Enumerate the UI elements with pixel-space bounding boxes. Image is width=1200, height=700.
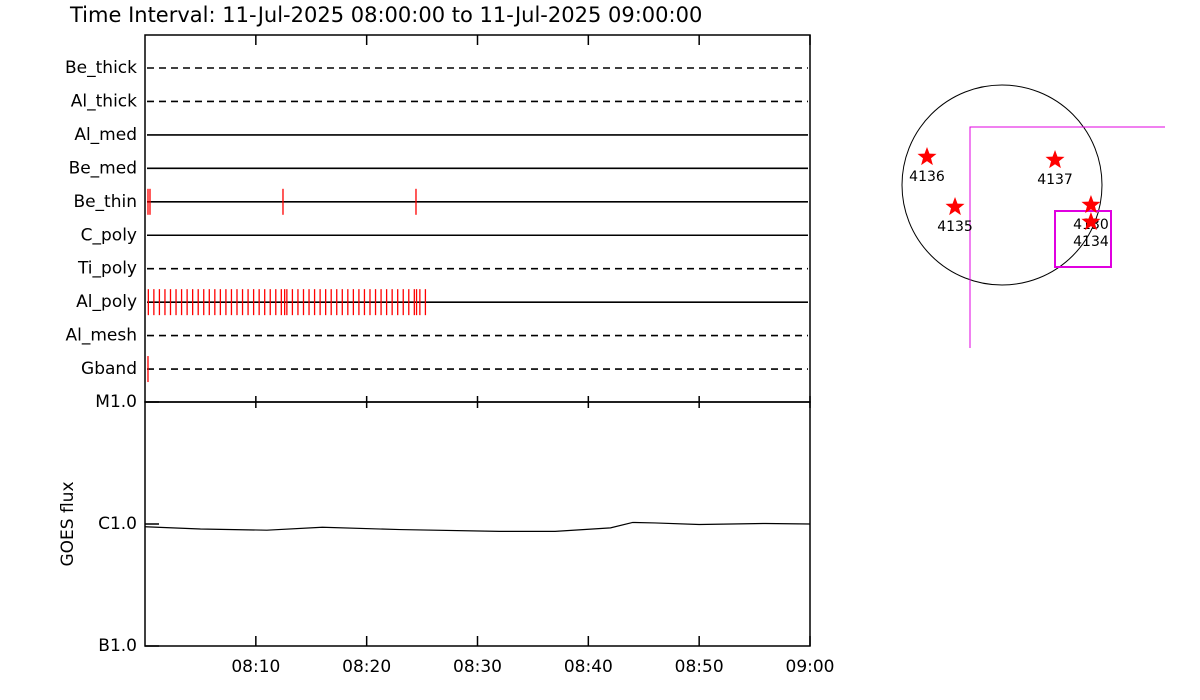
- y-tick-label: C1.0: [98, 514, 137, 534]
- region-star: [945, 196, 965, 216]
- fov-box: [1054, 210, 1112, 268]
- timeline-frame: [144, 34, 811, 403]
- x-tick-label: 08:10: [231, 657, 280, 677]
- x-tick-label: 08:20: [342, 657, 391, 677]
- goes-curve: [144, 521, 811, 532]
- solar-disk: [901, 84, 1103, 286]
- region-label: 4134: [1073, 234, 1109, 250]
- y-tick-label: B1.0: [98, 636, 137, 656]
- region-label: 4135: [937, 219, 973, 235]
- row-label: Al_mesh: [65, 326, 137, 346]
- x-tick-label: 08:40: [564, 657, 613, 677]
- row-label: Al_thick: [71, 91, 137, 111]
- region-label: 4136: [909, 169, 945, 185]
- y-axis-label: GOES flux: [58, 481, 78, 566]
- row-label: Al_med: [74, 125, 137, 145]
- region-star: [1081, 211, 1101, 231]
- fov-outline: [969, 126, 1165, 348]
- region-label: 4137: [1037, 172, 1073, 188]
- row-label: Be_thin: [73, 192, 137, 212]
- row-label: C_poly: [81, 225, 137, 245]
- x-tick-label: 08:50: [675, 657, 724, 677]
- region-star: [1045, 150, 1065, 169]
- row-label: Be_thick: [65, 58, 137, 78]
- region-star: [917, 146, 937, 166]
- row-label: Al_poly: [76, 292, 137, 312]
- region-star: [1081, 195, 1101, 214]
- x-tick-label: 08:30: [453, 657, 502, 677]
- row-label: Be_med: [69, 158, 137, 178]
- row-label: Gband: [81, 359, 137, 379]
- row-label: Ti_poly: [77, 259, 137, 279]
- y-tick-label: M1.0: [95, 392, 137, 412]
- x-tick-label: 09:00: [786, 657, 835, 677]
- chart-title: Time Interval: 11-Jul-2025 08:00:00 to 1…: [69, 3, 702, 27]
